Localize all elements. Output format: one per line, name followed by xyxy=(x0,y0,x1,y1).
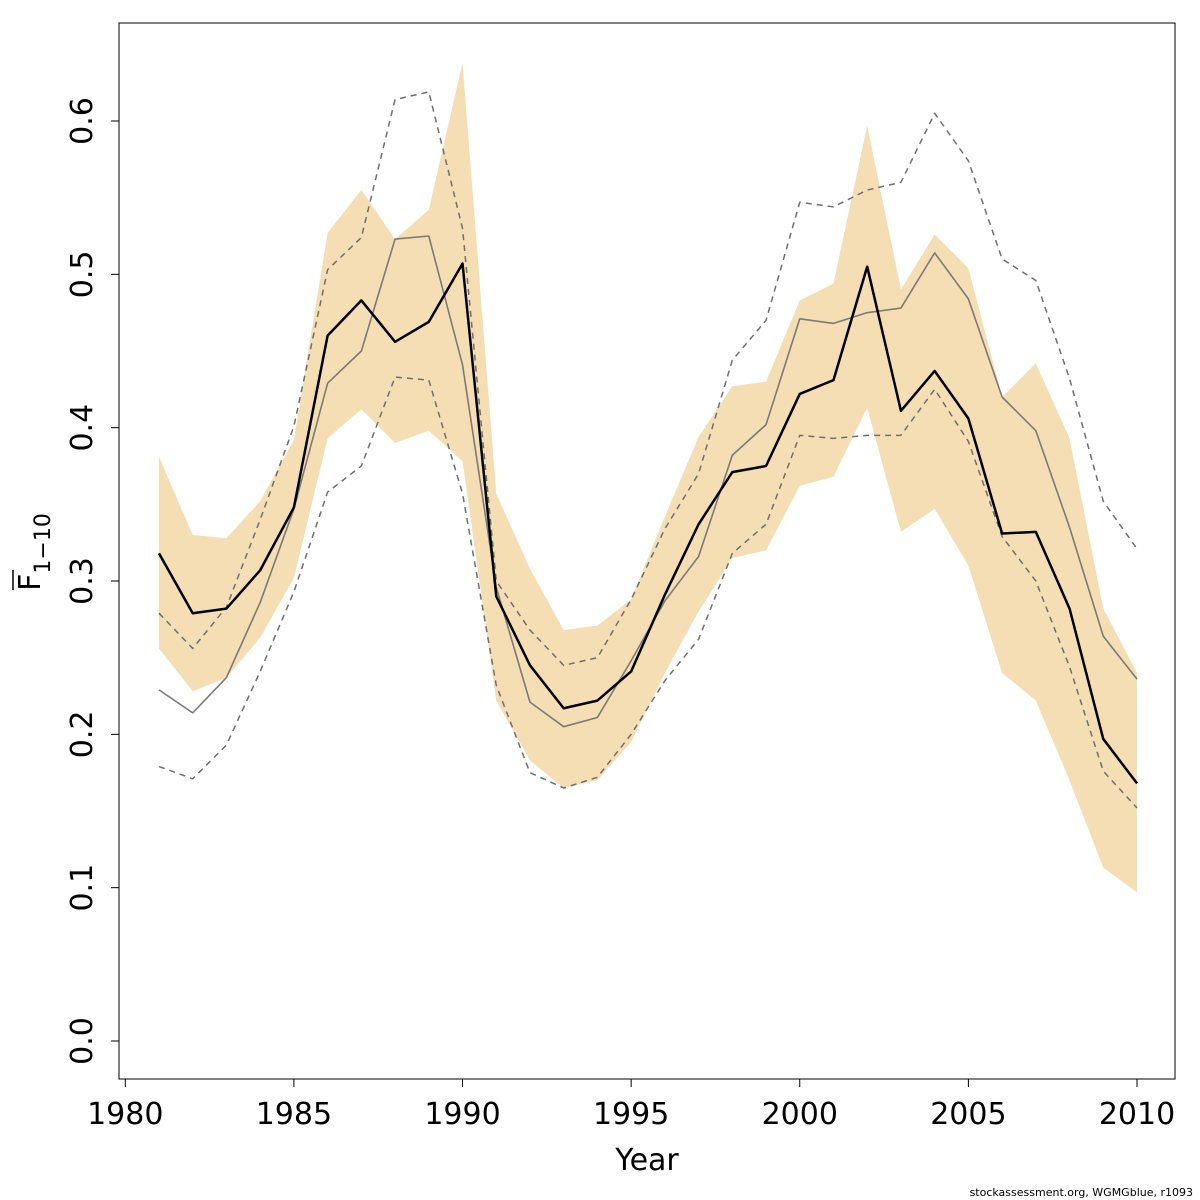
x-axis: 1980 1985 1990 1995 2000 2005 2010 xyxy=(87,1078,1175,1132)
x-tick-label: 1980 xyxy=(87,1097,163,1132)
svg-text:F1−10: F1−10 xyxy=(13,513,56,591)
x-tick-label: 2005 xyxy=(930,1097,1006,1132)
series-line-estimate xyxy=(157,262,1138,785)
x-tick-label: 1985 xyxy=(256,1097,332,1132)
x-tick-label: 1995 xyxy=(593,1097,669,1132)
y-tick-label: 0.5 xyxy=(65,250,100,298)
x-tick-label: 1990 xyxy=(424,1097,500,1132)
x-tick-label: 2000 xyxy=(762,1097,838,1132)
series-line-lower-dashed xyxy=(158,376,1138,809)
x-tick-label: 2010 xyxy=(1099,1097,1175,1132)
y-axis: 0.0 0.1 0.2 0.3 0.4 0.5 0.6 xyxy=(65,97,120,1065)
y-tick-label: 0.3 xyxy=(65,557,100,605)
y-tick-label: 0.2 xyxy=(65,710,100,758)
y-axis-title: F1−10 xyxy=(12,513,56,591)
footer-credit: stockassessment.org, WGMGblue, r1093 xyxy=(970,1186,1193,1199)
y-tick-label: 0.0 xyxy=(65,1017,100,1065)
y-axis-title-subscript: 1−10 xyxy=(31,513,56,573)
plot-area xyxy=(157,62,1138,893)
y-tick-label: 0.1 xyxy=(65,864,100,912)
y-axis-title-base: F xyxy=(13,574,48,591)
series-line-upper-dashed xyxy=(158,91,1138,667)
y-tick-label: 0.6 xyxy=(65,97,100,145)
x-axis-title: Year xyxy=(614,1143,679,1178)
y-tick-label: 0.4 xyxy=(65,404,100,452)
confidence-band xyxy=(159,62,1137,893)
